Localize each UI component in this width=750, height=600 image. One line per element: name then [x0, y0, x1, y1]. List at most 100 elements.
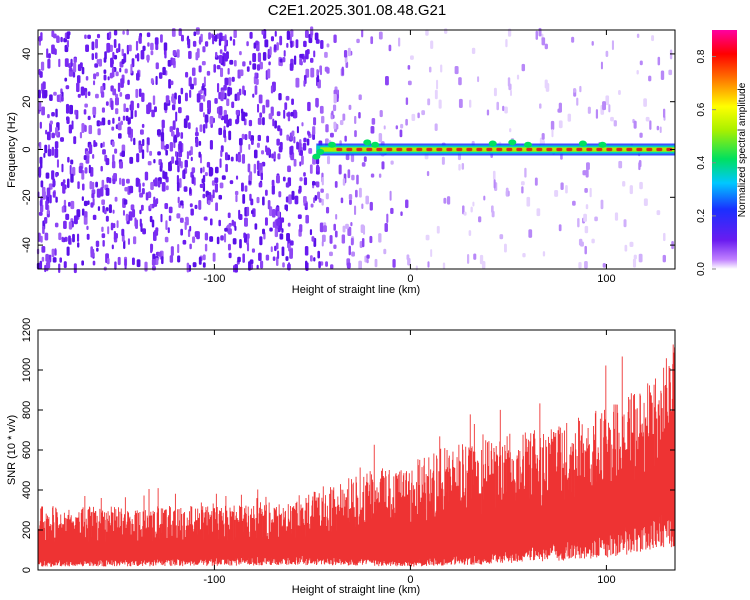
- spectrogram-cell: [315, 181, 320, 188]
- spectrogram-cell: [103, 74, 107, 81]
- ridge-bump: [316, 148, 325, 155]
- spectrogram-cell: [224, 227, 228, 232]
- spectrogram-cell: [96, 33, 101, 39]
- spectrogram-cell: [189, 203, 193, 208]
- spectrogram-cell: [144, 171, 149, 181]
- spectrogram-cell: [587, 106, 591, 114]
- spectrogram-cell: [239, 69, 244, 77]
- spectrogram-cell: [171, 130, 175, 137]
- spectrogram-cell: [639, 132, 643, 138]
- spectrogram-cell: [174, 151, 178, 157]
- spectrogram-cell: [303, 40, 307, 48]
- spectrogram-cell: [46, 131, 51, 141]
- spectrogram-cell: [190, 156, 193, 162]
- spectrogram-cell: [386, 213, 389, 223]
- spectrogram-cell: [136, 53, 140, 62]
- spectrogram-cell: [359, 240, 363, 249]
- spectrogram-cell: [237, 256, 241, 263]
- spectrogram-cell: [395, 125, 399, 130]
- ridge-peak: [436, 147, 443, 152]
- spectrogram-cell: [100, 91, 105, 98]
- spectrogram-cell: [69, 104, 74, 115]
- spectrogram-cell: [316, 69, 319, 77]
- spectrogram-cell: [135, 177, 140, 187]
- spectrogram-cell: [91, 181, 95, 190]
- spectrogram-cell: [299, 161, 302, 167]
- colorbar-tick-label: 0.6: [696, 102, 707, 116]
- spectrogram-cell: [234, 225, 237, 231]
- spectrogram-cell: [366, 254, 370, 259]
- spectrogram-cell: [87, 115, 91, 121]
- spectrogram-cell: [51, 132, 55, 139]
- spectrogram-cell: [100, 142, 103, 149]
- spectrogram-cell: [296, 126, 299, 134]
- spectrogram-cell: [285, 205, 288, 212]
- spectrogram-cell: [122, 30, 125, 35]
- spectrogram-cell: [107, 226, 110, 235]
- spectrogram-cell: [227, 67, 230, 75]
- spectrogram-cell: [639, 60, 643, 66]
- spectrogram-cell: [304, 245, 309, 256]
- spectrogram-cell: [150, 42, 154, 51]
- ridge-peak: [646, 147, 653, 152]
- spectrogram-cell: [285, 256, 289, 262]
- colorbar-label: Normalized spectral amplitude: [737, 82, 748, 217]
- spectrogram-cell: [239, 51, 242, 56]
- spectrogram-cell: [608, 104, 611, 113]
- spectrogram-x-axis-label: Height of straight line (km): [292, 284, 420, 296]
- spectrogram-cell: [415, 265, 418, 271]
- spectrogram-cell: [274, 120, 277, 129]
- spectrogram-cell: [286, 30, 291, 40]
- spectrogram-cell: [251, 248, 256, 253]
- ridge-peak: [516, 147, 523, 152]
- spectrogram-cell: [226, 98, 230, 107]
- spectrogram-cell: [43, 152, 46, 158]
- spectrogram-cell: [44, 217, 48, 224]
- spectrogram-cell: [105, 187, 110, 196]
- spectrogram-cell: [113, 54, 118, 60]
- spectrogram-cell: [356, 38, 360, 44]
- spectrogram-cell: [154, 37, 159, 45]
- spectrogram-cell: [329, 235, 333, 244]
- snr-x-tick-label: 100: [597, 574, 615, 586]
- spectrogram-cell: [369, 201, 373, 211]
- ridge-peak: [466, 147, 473, 152]
- spectrogram-cell: [157, 151, 161, 156]
- spectrogram-cell: [224, 152, 228, 161]
- spectrogram-cell: [633, 254, 637, 260]
- spectrogram-cell: [461, 162, 465, 170]
- spectrogram-cell: [52, 257, 57, 263]
- spectrogram-cell: [502, 105, 505, 112]
- spectrogram-cell: [48, 53, 51, 59]
- spectrogram-cell: [175, 111, 178, 122]
- spectrogram-cell: [68, 235, 71, 245]
- spectrogram-cell: [600, 61, 603, 70]
- spectrogram-cell: [285, 182, 290, 188]
- spectrogram-cell: [39, 141, 42, 150]
- spectrogram-cell: [102, 141, 105, 148]
- spectrogram-cell: [317, 250, 321, 259]
- spectrogram-cell: [286, 42, 289, 48]
- spectrogram-cell: [111, 160, 116, 169]
- spectrogram-cell: [177, 196, 180, 204]
- spectrogram-cell: [60, 96, 64, 102]
- spectrogram-cell: [73, 215, 78, 225]
- spectrogram-cell: [118, 43, 121, 53]
- spectrogram-y-ticks: -40 -20 0 20 40: [21, 48, 675, 253]
- spectrogram-cell: [46, 187, 51, 197]
- spectrogram-cell: [229, 59, 234, 65]
- spectrogram-cell: [374, 258, 378, 268]
- spectrogram-cell: [234, 263, 238, 273]
- spectrogram-cell: [227, 243, 231, 251]
- spectrogram-cell: [85, 44, 90, 52]
- spectrogram-cell: [54, 222, 59, 228]
- spectrogram-cell: [62, 184, 66, 194]
- spectrogram-cell: [126, 29, 129, 36]
- spectrogram-cell: [250, 198, 254, 206]
- spectrogram-cell: [70, 200, 75, 210]
- spectrogram-cell: [299, 53, 303, 59]
- spectrogram-cell: [301, 155, 304, 165]
- spectrogram-cell: [248, 119, 253, 127]
- spectrogram-cell: [602, 263, 606, 268]
- spectrogram-cell: [121, 178, 125, 187]
